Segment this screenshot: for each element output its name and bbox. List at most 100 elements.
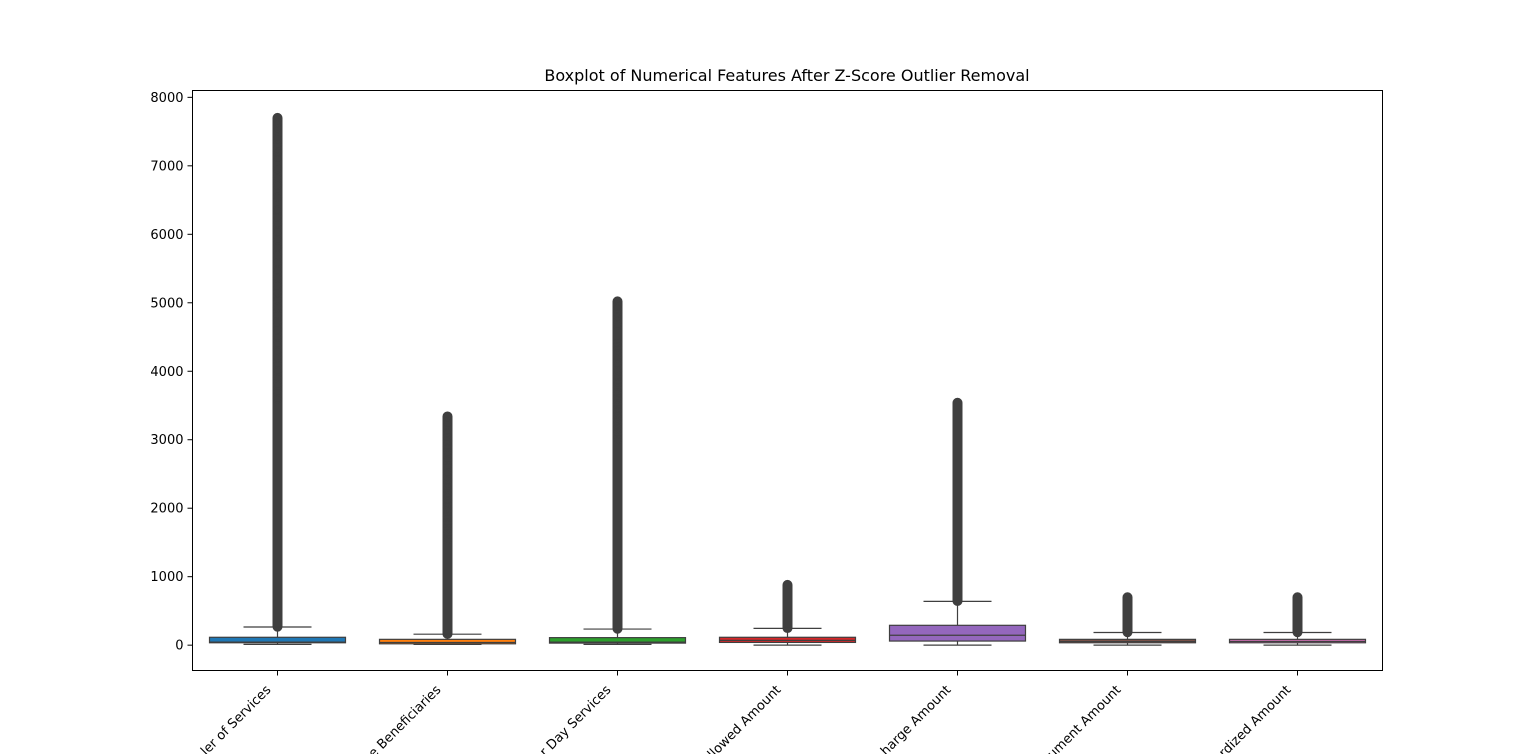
outlier-point bbox=[272, 339, 283, 349]
outlier-point bbox=[442, 417, 453, 427]
outlier-point bbox=[272, 366, 283, 376]
box-group bbox=[888, 397, 1027, 646]
y-tick-label: 4000 bbox=[150, 365, 183, 380]
outlier-point bbox=[272, 192, 283, 202]
outlier-point bbox=[612, 366, 623, 376]
outlier-point bbox=[272, 302, 283, 313]
outlier-point bbox=[272, 273, 283, 283]
outlier-point bbox=[612, 414, 623, 424]
boxes-layer bbox=[208, 112, 1367, 646]
outlier-point bbox=[272, 147, 283, 157]
outlier-point bbox=[612, 320, 623, 330]
outlier-point bbox=[612, 429, 623, 439]
outlier-point bbox=[272, 219, 283, 229]
x-tick-label: ler of Services bbox=[198, 683, 274, 754]
outlier-point bbox=[272, 140, 283, 150]
outlier-band bbox=[272, 112, 283, 632]
outlier-point bbox=[272, 173, 283, 183]
iqr-box bbox=[208, 636, 347, 644]
x-tick-label: rdized Amount bbox=[1216, 683, 1294, 754]
outlier-point bbox=[272, 352, 283, 363]
outlier-point bbox=[442, 512, 453, 522]
box-group bbox=[1058, 592, 1197, 646]
outlier-band bbox=[782, 579, 793, 634]
y-tick-label: 1000 bbox=[150, 570, 183, 585]
outlier-band bbox=[1122, 592, 1133, 638]
outlier-point bbox=[612, 399, 623, 409]
box-group bbox=[378, 411, 517, 646]
x-axis: ler of Services e Beneficiaries r Day Serv… bbox=[198, 670, 1298, 754]
outlier-point bbox=[442, 496, 453, 506]
outlier-point bbox=[272, 180, 283, 190]
outlier-point bbox=[272, 122, 283, 133]
outlier-point bbox=[442, 480, 453, 490]
plot-area-frame bbox=[192, 90, 1383, 671]
outlier-point bbox=[612, 409, 623, 420]
outlier-point bbox=[612, 376, 623, 387]
outlier-point bbox=[442, 529, 453, 539]
outlier-point bbox=[272, 380, 283, 390]
box-group bbox=[1228, 592, 1367, 646]
outlier-point bbox=[272, 226, 283, 236]
box-group bbox=[548, 296, 687, 646]
iqr-box bbox=[548, 637, 687, 644]
iqr-box bbox=[378, 638, 517, 645]
outlier-point bbox=[272, 118, 283, 129]
outlier-point bbox=[612, 371, 623, 381]
outlier-point bbox=[612, 404, 623, 415]
y-tick-label: 5000 bbox=[150, 296, 183, 311]
outlier-point bbox=[612, 388, 623, 398]
chart-title: Boxplot of Numerical Features After Z-Sc… bbox=[544, 66, 1029, 85]
outlier-point bbox=[442, 524, 453, 534]
outlier-point bbox=[272, 287, 283, 298]
y-tick-label: 6000 bbox=[150, 228, 183, 243]
outlier-point bbox=[272, 387, 283, 397]
outlier-point bbox=[612, 341, 623, 352]
outlier-point bbox=[272, 113, 283, 124]
outlier-point bbox=[272, 332, 283, 342]
x-tick-label: llowed Amount bbox=[705, 683, 784, 754]
outlier-point bbox=[442, 436, 453, 446]
outlier-point bbox=[442, 506, 453, 516]
x-tick-label: ument Amount bbox=[1045, 683, 1125, 754]
outlier-point bbox=[272, 346, 283, 356]
y-axis: 0 1000 2000 3000 4000 5000 6000 7000 8000 bbox=[150, 91, 193, 654]
outlier-point bbox=[272, 152, 283, 162]
outlier-point bbox=[442, 411, 453, 422]
box-group bbox=[718, 579, 857, 646]
x-tick-label: e Beneficiaries bbox=[366, 683, 445, 754]
outlier-point bbox=[272, 393, 283, 404]
outlier-point bbox=[272, 373, 283, 383]
outlier-point bbox=[442, 518, 453, 528]
box-group bbox=[208, 112, 347, 646]
outlier-point bbox=[442, 489, 453, 500]
outlier-band bbox=[1292, 592, 1303, 638]
y-tick-label: 3000 bbox=[150, 433, 183, 448]
outlier-point bbox=[612, 346, 623, 356]
outlier-point bbox=[272, 359, 283, 370]
outlier-point bbox=[612, 383, 623, 393]
outlier-point bbox=[442, 455, 453, 465]
y-tick-label: 2000 bbox=[150, 502, 183, 517]
outlier-point bbox=[612, 435, 623, 445]
outlier-point bbox=[612, 424, 623, 434]
y-tick-label: 7000 bbox=[150, 159, 183, 174]
outlier-point bbox=[442, 485, 453, 496]
outlier-point bbox=[272, 163, 283, 174]
outlier-point bbox=[612, 296, 623, 307]
outlier-point bbox=[442, 441, 453, 452]
outlier-point bbox=[612, 393, 623, 404]
outlier-point bbox=[442, 475, 453, 485]
iqr-box bbox=[888, 624, 1027, 642]
outlier-point bbox=[612, 419, 623, 429]
outlier-point bbox=[612, 308, 623, 318]
y-tick-label: 0 bbox=[175, 639, 183, 654]
y-tick-label: 8000 bbox=[150, 91, 183, 106]
outlier-point bbox=[272, 133, 283, 144]
x-tick-label: r Day Services bbox=[537, 683, 614, 754]
x-tick-label: harge Amount bbox=[878, 683, 954, 754]
outlier-band bbox=[952, 397, 963, 606]
outlier-point bbox=[272, 205, 283, 215]
outlier-point bbox=[442, 461, 453, 471]
